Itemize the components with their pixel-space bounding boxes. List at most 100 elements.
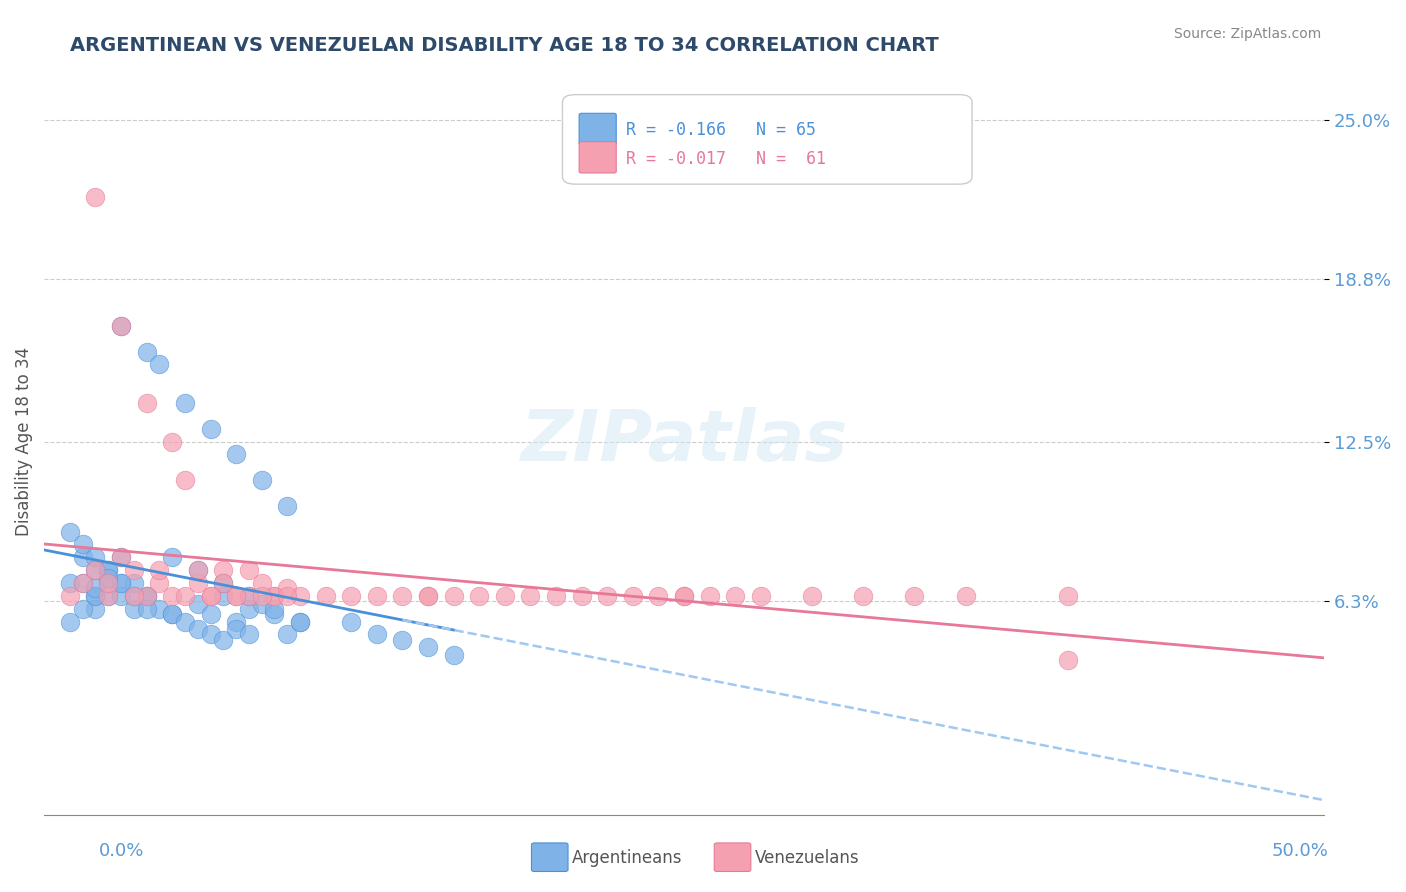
Point (801, 589, 824, 603)
Point (84, 563, 107, 577)
Point (416, 589, 439, 603)
Point (724, 589, 747, 603)
Point (238, 589, 260, 603)
Point (212, 576, 235, 591)
Point (315, 589, 337, 603)
Point (250, 473, 273, 487)
Point (852, 589, 875, 603)
Point (72, 550, 94, 565)
Point (225, 447, 247, 461)
Point (571, 589, 593, 603)
Point (97, 589, 120, 603)
Point (621, 589, 644, 603)
Point (84, 190, 107, 204)
Point (110, 589, 132, 603)
Point (160, 607, 183, 621)
Point (84, 550, 107, 565)
Point (250, 589, 273, 603)
Point (59, 576, 82, 591)
Point (72, 576, 94, 591)
Point (200, 627, 222, 641)
Point (263, 589, 285, 603)
Y-axis label: Disability Age 18 to 34: Disability Age 18 to 34 (15, 347, 32, 536)
Point (212, 576, 235, 591)
Point (263, 607, 285, 621)
Point (110, 576, 132, 591)
Point (200, 589, 222, 603)
Point (97, 576, 120, 591)
Point (391, 589, 413, 603)
Point (673, 589, 696, 603)
Point (366, 589, 388, 603)
Point (288, 615, 311, 629)
Point (699, 589, 721, 603)
Point (187, 563, 209, 577)
Point (494, 589, 516, 603)
Point (288, 615, 311, 629)
Point (135, 589, 157, 603)
Point (72, 576, 94, 591)
Point (673, 589, 696, 603)
Point (122, 589, 145, 603)
Point (135, 589, 157, 603)
Text: Argentineans: Argentineans (572, 849, 683, 867)
Point (519, 589, 541, 603)
Point (59, 589, 82, 603)
Point (72, 537, 94, 551)
Point (238, 627, 260, 641)
Point (340, 589, 363, 603)
Point (174, 615, 197, 629)
Point (263, 601, 285, 615)
Point (59, 615, 82, 629)
Point (212, 632, 235, 647)
Point (749, 589, 772, 603)
Point (122, 576, 145, 591)
Point (97, 563, 120, 577)
Point (187, 563, 209, 577)
Point (148, 563, 170, 577)
Point (276, 499, 298, 513)
Point (122, 601, 145, 615)
FancyBboxPatch shape (562, 95, 972, 184)
Point (416, 640, 439, 655)
Point (174, 589, 197, 603)
Point (250, 597, 273, 611)
Point (160, 589, 183, 603)
Point (59, 524, 82, 539)
Text: Venezuelans: Venezuelans (755, 849, 859, 867)
Point (391, 632, 413, 647)
Point (443, 648, 465, 662)
Point (647, 589, 669, 603)
Point (84, 589, 107, 603)
Point (250, 576, 273, 591)
Point (187, 623, 209, 637)
Point (110, 318, 132, 333)
Point (596, 589, 619, 603)
Point (276, 627, 298, 641)
Point (443, 589, 465, 603)
Point (416, 589, 439, 603)
Point (546, 589, 568, 603)
Point (97, 571, 120, 585)
Point (160, 607, 183, 621)
Text: ZIPatlas: ZIPatlas (520, 407, 848, 476)
Point (200, 589, 222, 603)
Point (263, 589, 285, 603)
Point (1057, 653, 1080, 667)
Point (84, 601, 107, 615)
Point (97, 576, 120, 591)
Point (225, 589, 247, 603)
Text: 0.0%: 0.0% (98, 842, 143, 860)
Point (340, 615, 363, 629)
Point (110, 550, 132, 565)
Point (187, 597, 209, 611)
Point (97, 563, 120, 577)
Point (200, 607, 222, 621)
Point (174, 396, 197, 410)
Point (84, 589, 107, 603)
FancyBboxPatch shape (579, 142, 616, 173)
Text: R = -0.166   N = 65: R = -0.166 N = 65 (627, 121, 817, 139)
Point (135, 396, 157, 410)
Point (276, 589, 298, 603)
Point (468, 589, 491, 603)
